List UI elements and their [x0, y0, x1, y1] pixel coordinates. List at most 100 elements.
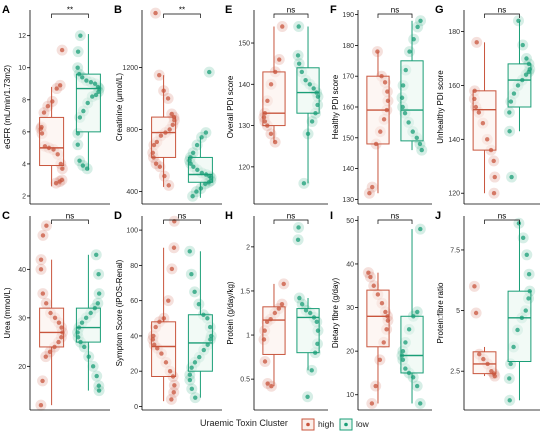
y-tick-label: 0.5	[240, 377, 250, 384]
y-tick-label: 150	[238, 41, 250, 48]
significance-label: ns	[498, 6, 506, 15]
data-point	[205, 342, 210, 347]
data-point	[80, 75, 85, 80]
legend-label-high: high	[318, 419, 334, 429]
data-point	[484, 137, 490, 142]
data-point	[75, 65, 80, 70]
data-point	[315, 328, 321, 333]
data-point	[315, 102, 320, 108]
data-point	[265, 381, 270, 386]
data-point	[385, 318, 391, 323]
box-high	[472, 351, 497, 375]
data-point	[516, 221, 522, 226]
data-point	[417, 141, 423, 147]
data-point	[472, 96, 477, 102]
data-point	[83, 315, 89, 321]
data-point	[199, 135, 204, 140]
data-point	[520, 42, 525, 48]
data-point	[309, 119, 315, 124]
box-low	[400, 60, 424, 142]
data-point	[46, 145, 52, 151]
data-point	[187, 377, 193, 383]
box-high	[262, 71, 286, 127]
significance-bracket	[484, 13, 520, 18]
significance-bracket	[377, 219, 413, 224]
box-low	[296, 67, 320, 114]
data-point	[88, 79, 94, 85]
y-tick-label: 4	[22, 161, 26, 168]
data-point	[366, 270, 371, 275]
data-point	[40, 291, 46, 296]
data-point	[152, 342, 157, 347]
data-point	[400, 357, 406, 363]
data-point	[189, 365, 194, 370]
data-point	[166, 298, 171, 303]
y-axis-label: Unhealthy PDI score	[436, 70, 445, 144]
y-tick-label: 180	[448, 29, 460, 36]
y-tick-label: 190	[342, 12, 354, 19]
data-point	[410, 129, 415, 134]
data-point	[155, 346, 160, 351]
data-point	[52, 344, 57, 350]
data-point	[492, 174, 497, 180]
data-point	[261, 337, 267, 342]
data-point	[508, 361, 513, 367]
y-tick-label: 10	[346, 392, 354, 399]
panel-j: J Protein:fibre ratio 2.5 5 7.5 ns	[435, 210, 540, 411]
panel-e: E Overall PDI score 120 130 140 150 ns	[225, 4, 328, 205]
legend-dot-low	[344, 422, 348, 427]
data-point	[151, 155, 156, 160]
data-point	[411, 314, 416, 319]
data-point	[511, 91, 517, 96]
data-point	[415, 24, 420, 30]
data-point	[276, 306, 282, 311]
y-axis-label: Protein:fibre ratio	[436, 282, 445, 343]
data-point	[57, 83, 63, 88]
data-point	[378, 129, 383, 134]
data-point	[78, 339, 83, 345]
data-point	[314, 319, 319, 325]
y-tick-label: 5	[456, 308, 460, 315]
data-point	[40, 233, 46, 238]
data-point	[154, 139, 160, 145]
data-point	[43, 354, 48, 359]
data-point	[472, 284, 477, 289]
panel-letter: J	[435, 210, 441, 222]
data-point	[265, 123, 270, 128]
data-point	[77, 158, 82, 163]
y-tick-label: 40	[18, 267, 26, 274]
data-point	[161, 316, 167, 321]
significance-bracket	[273, 13, 309, 18]
data-point	[295, 53, 301, 58]
data-point	[44, 223, 49, 228]
data-point	[281, 281, 286, 287]
data-point	[94, 373, 99, 379]
data-point	[262, 359, 268, 364]
data-point	[485, 361, 490, 367]
data-point	[95, 301, 101, 306]
data-point	[375, 292, 381, 297]
data-point	[157, 164, 163, 169]
data-point	[384, 107, 389, 113]
data-point	[171, 245, 177, 250]
data-point	[297, 295, 302, 301]
data-point	[515, 327, 520, 333]
panel-letter: E	[225, 4, 232, 16]
data-point	[367, 191, 372, 196]
data-point	[509, 174, 514, 180]
data-point	[526, 61, 532, 67]
data-point	[76, 325, 82, 330]
data-point	[280, 24, 285, 29]
y-tick-label: 20	[130, 369, 138, 376]
y-tick-label: 0	[134, 404, 138, 411]
data-point	[489, 369, 494, 374]
significance-bracket	[51, 219, 89, 224]
data-point	[75, 142, 80, 147]
data-point	[311, 315, 317, 320]
data-point	[381, 117, 387, 122]
data-point	[90, 364, 96, 369]
panel-f: F Healthy PDI score 130 140 150 160 170 180 190 n…	[330, 4, 432, 205]
data-point	[198, 186, 204, 191]
panel-h: H Protein (g/day/kg) 0.5 1 1.5 2 ns	[225, 210, 328, 411]
data-point	[153, 161, 159, 166]
